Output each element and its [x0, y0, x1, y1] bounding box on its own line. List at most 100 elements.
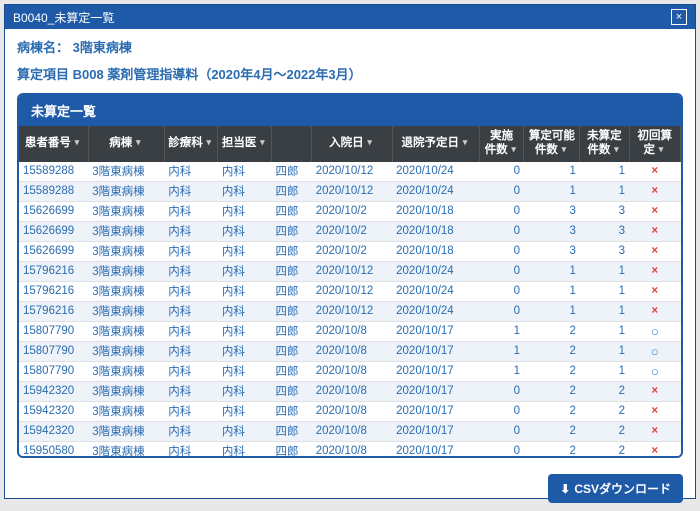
table-cell: 0 — [479, 381, 524, 401]
filter-icon[interactable]: ▾ — [257, 137, 267, 148]
ward-label: 病棟名： — [17, 40, 69, 55]
close-button[interactable]: × — [671, 9, 687, 25]
table-cell: × — [629, 241, 681, 261]
table-cell: 1 — [479, 361, 524, 381]
filter-icon[interactable]: ▾ — [656, 144, 666, 155]
table-cell: 1 — [580, 261, 629, 281]
table-cell: 内科 — [218, 441, 272, 456]
filter-icon[interactable]: ▾ — [365, 137, 375, 148]
table-cell: 内科 — [218, 341, 272, 361]
table-scroll[interactable]: 患者番号▾病棟▾診療科▾担当医▾入院日▾退院予定日▾実施件数▾算定可能件数▾未算… — [19, 126, 681, 456]
table-cell: 内科 — [164, 381, 218, 401]
table-cell: 3階東病棟 — [88, 441, 164, 456]
table-row[interactable]: 156266993階東病棟内科内科四郎2020/10/22020/10/1803… — [19, 241, 681, 261]
col-header-label: 退院予定日 — [401, 137, 459, 149]
col-header[interactable]: 担当医▾ — [218, 126, 272, 162]
table-cell: 四郎 — [271, 281, 311, 301]
table-cell: 内科 — [218, 261, 272, 281]
table-cell: 3階東病棟 — [88, 281, 164, 301]
table-row[interactable]: 159423203階東病棟内科内科四郎2020/10/82020/10/1702… — [19, 401, 681, 421]
col-header[interactable]: 患者番号▾ — [19, 126, 88, 162]
table-row[interactable]: 155892883階東病棟内科内科四郎2020/10/122020/10/240… — [19, 181, 681, 201]
table-cell: 15626699 — [19, 201, 88, 221]
table-row[interactable]: 159423203階東病棟内科内科四郎2020/10/82020/10/1702… — [19, 381, 681, 401]
table-cell: 3 — [580, 201, 629, 221]
col-header[interactable]: 算定可能件数▾ — [524, 126, 580, 162]
table-cell: 1 — [524, 301, 580, 321]
table-cell: 2020/10/12 — [312, 281, 392, 301]
table-cell: 15807790 — [19, 341, 88, 361]
table-cell: 0 — [479, 162, 524, 182]
table-cell: 0 — [479, 421, 524, 441]
table-cell: 15942320 — [19, 421, 88, 441]
csv-download-button[interactable]: ⬇ CSVダウンロード — [548, 474, 683, 503]
filter-icon[interactable]: ▾ — [559, 144, 569, 155]
table-cell: × — [629, 441, 681, 456]
table-row[interactable]: 156266993階東病棟内科内科四郎2020/10/22020/10/1803… — [19, 201, 681, 221]
table-cell: 15626699 — [19, 241, 88, 261]
filter-icon[interactable]: ▾ — [611, 144, 621, 155]
table-cell: 2 — [524, 401, 580, 421]
table-cell: 0 — [479, 441, 524, 456]
col-header[interactable]: 初回算定▾ — [629, 126, 681, 162]
table-cell: × — [629, 281, 681, 301]
table-row[interactable]: 156266993階東病棟内科内科四郎2020/10/22020/10/1803… — [19, 221, 681, 241]
table-cell: 四郎 — [271, 421, 311, 441]
calc-line: 算定項目 B008 薬剤管理指導料（2020年4月～2022年3月） — [5, 60, 695, 93]
table-cell: 0 — [479, 221, 524, 241]
table-row[interactable]: 158077903階東病棟内科内科四郎2020/10/82020/10/1712… — [19, 361, 681, 381]
calc-value: B008 薬剤管理指導料（2020年4月～2022年3月） — [73, 67, 362, 82]
table-row[interactable]: 158077903階東病棟内科内科四郎2020/10/82020/10/1712… — [19, 321, 681, 341]
download-icon: ⬇ — [560, 482, 570, 496]
table-cell: 1 — [580, 341, 629, 361]
table-cell: 1 — [580, 361, 629, 381]
table-cell: 2 — [524, 381, 580, 401]
table-cell: 内科 — [218, 241, 272, 261]
table-cell: 2020/10/12 — [312, 261, 392, 281]
table-row[interactable]: 159505803階東病棟内科内科四郎2020/10/82020/10/1702… — [19, 441, 681, 456]
table-cell: × — [629, 261, 681, 281]
filter-icon[interactable]: ▾ — [72, 137, 82, 148]
table-cell: ○ — [629, 321, 681, 341]
filter-icon[interactable]: ▾ — [460, 137, 470, 148]
col-header[interactable]: 実施件数▾ — [479, 126, 524, 162]
col-header[interactable]: 入院日▾ — [312, 126, 392, 162]
filter-icon[interactable]: ▾ — [204, 137, 214, 148]
table-cell: 1 — [580, 162, 629, 182]
table-row[interactable]: 157962163階東病棟内科内科四郎2020/10/122020/10/240… — [19, 301, 681, 321]
table-cell: 内科 — [164, 181, 218, 201]
table-cell: 2020/10/17 — [392, 441, 479, 456]
table-cell: 内科 — [164, 162, 218, 182]
table-cell: 四郎 — [271, 162, 311, 182]
result-table: 患者番号▾病棟▾診療科▾担当医▾入院日▾退院予定日▾実施件数▾算定可能件数▾未算… — [19, 126, 681, 456]
table-cell: 0 — [479, 181, 524, 201]
table-cell: 3階東病棟 — [88, 201, 164, 221]
table-cell: 3 — [524, 221, 580, 241]
table-row[interactable]: 157962163階東病棟内科内科四郎2020/10/122020/10/240… — [19, 261, 681, 281]
table-cell: 1 — [524, 261, 580, 281]
table-cell: 四郎 — [271, 221, 311, 241]
col-header[interactable] — [271, 126, 311, 162]
table-cell: 内科 — [164, 201, 218, 221]
table-cell: 2020/10/2 — [312, 201, 392, 221]
table-cell: 15589288 — [19, 162, 88, 182]
table-cell: 15942320 — [19, 381, 88, 401]
table-row[interactable]: 157962163階東病棟内科内科四郎2020/10/122020/10/240… — [19, 281, 681, 301]
table-row[interactable]: 155892883階東病棟内科内科四郎2020/10/122020/10/240… — [19, 162, 681, 182]
col-header[interactable]: 未算定件数▾ — [580, 126, 629, 162]
table-row[interactable]: 159423203階東病棟内科内科四郎2020/10/82020/10/1702… — [19, 421, 681, 441]
table-cell: 2 — [580, 421, 629, 441]
filter-icon[interactable]: ▾ — [509, 144, 519, 155]
table-cell: 3階東病棟 — [88, 241, 164, 261]
table-row[interactable]: 158077903階東病棟内科内科四郎2020/10/82020/10/1712… — [19, 341, 681, 361]
table-cell: 1 — [524, 162, 580, 182]
table-cell: 四郎 — [271, 381, 311, 401]
table-cell: 2020/10/24 — [392, 281, 479, 301]
col-header[interactable]: 退院予定日▾ — [392, 126, 479, 162]
col-header[interactable]: 病棟▾ — [88, 126, 164, 162]
panel-title: 未算定一覧 — [19, 95, 681, 126]
table-cell: 3階東病棟 — [88, 221, 164, 241]
table-cell: 3階東病棟 — [88, 421, 164, 441]
col-header[interactable]: 診療科▾ — [164, 126, 218, 162]
filter-icon[interactable]: ▾ — [133, 137, 143, 148]
